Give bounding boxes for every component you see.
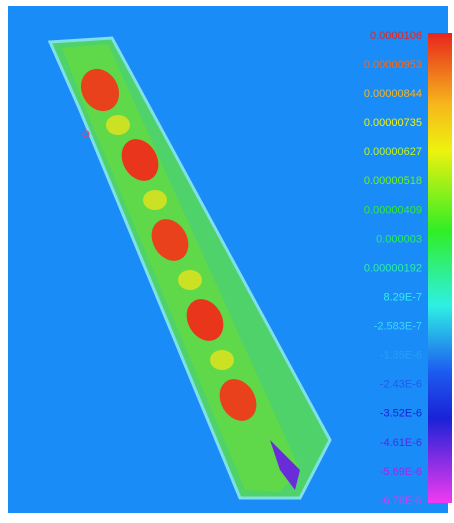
- legend-label: 0.00000953: [364, 59, 422, 71]
- page: 0.0000106 0.00000953 0.00000844 0.00000735 0…: [0, 0, 454, 523]
- color-bar: [428, 33, 452, 503]
- legend-label: -2.583E-7: [374, 321, 422, 333]
- legend-label: 0.00000735: [364, 117, 422, 129]
- legend-label: 0.00000192: [364, 262, 422, 274]
- result-view: 0.0000106 0.00000953 0.00000844 0.00000735 0…: [0, 0, 454, 523]
- legend-label: -2.43E-6: [380, 379, 422, 391]
- legend-label: 0.00000844: [364, 88, 422, 100]
- legend-label: 0.00000518: [364, 175, 422, 187]
- legend-label: -3.52E-6: [380, 408, 422, 420]
- legend-label: -5.69E-6: [380, 466, 422, 478]
- legend-label: 0.00000627: [364, 146, 422, 158]
- legend-label: 8.29E-7: [383, 291, 422, 303]
- legend-label: 0.00000409: [364, 204, 422, 216]
- legend-label: -1.35E-6: [380, 350, 422, 362]
- legend-label: 0.000003: [376, 233, 422, 245]
- legend-label: -6.78E-6: [380, 495, 422, 507]
- legend-label: 0.0000106: [370, 30, 422, 42]
- legend-label: -4.61E-6: [380, 437, 422, 449]
